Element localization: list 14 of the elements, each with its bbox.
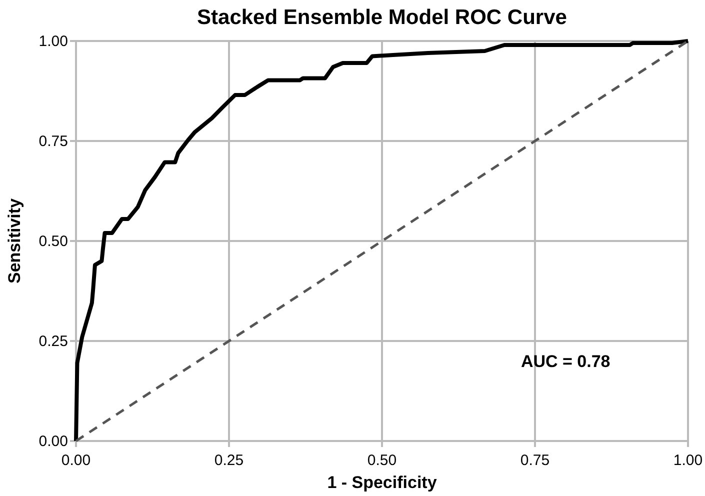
y-tick-label: 0.75 — [38, 133, 68, 150]
x-axis-title: 1 - Specificity — [327, 473, 438, 492]
annotation: AUC = 0.78 — [520, 352, 610, 371]
x-tick-label: 0.50 — [367, 452, 397, 469]
y-tick-label: 0.25 — [38, 333, 68, 350]
y-tick-label: 1.00 — [38, 33, 68, 50]
y-tick-label: 0.50 — [38, 233, 68, 250]
y-axis-title: Sensitivity — [5, 198, 24, 284]
chart-title: Stacked Ensemble Model ROC Curve — [197, 6, 567, 29]
y-tick-label: 0.00 — [38, 433, 68, 450]
x-tick-label: 0.00 — [61, 452, 91, 469]
x-tick-label: 1.00 — [673, 452, 703, 469]
x-tick-label: 0.25 — [214, 452, 244, 469]
x-tick-label: 0.75 — [520, 452, 550, 469]
